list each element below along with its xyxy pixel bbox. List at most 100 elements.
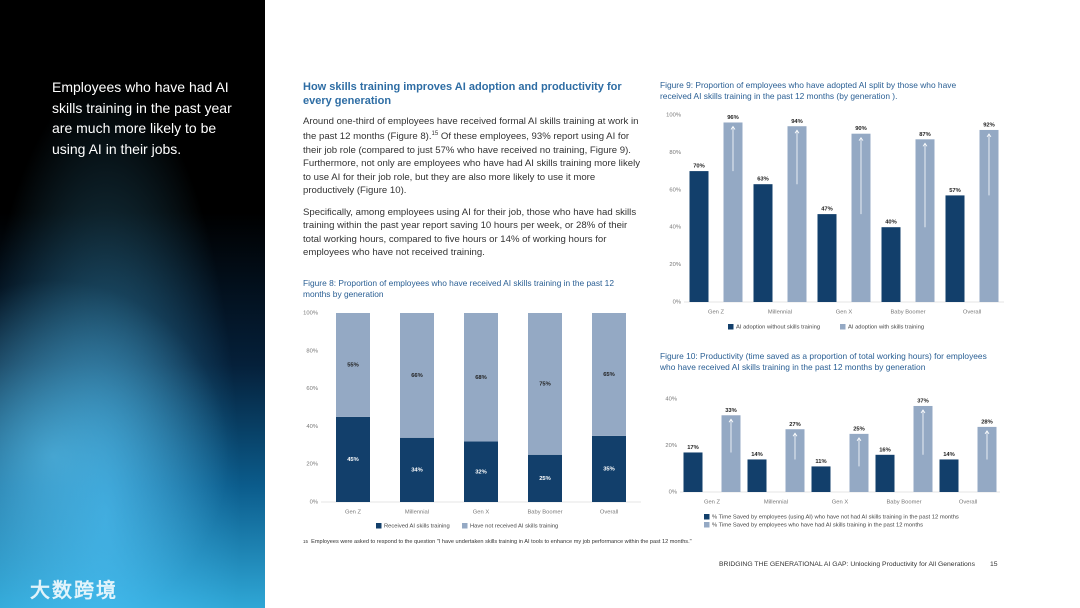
arrowhead	[794, 129, 800, 134]
data-label: 28%	[981, 419, 993, 425]
x-tick-label: Millennial	[764, 500, 788, 506]
data-label: 34%	[411, 467, 423, 473]
legend-label: AI adoption with skills training	[848, 325, 924, 331]
legend-label: Have not received AI skills training	[470, 524, 558, 530]
data-label: 25%	[539, 476, 551, 482]
x-tick-label: Gen Z	[704, 500, 721, 506]
footnote: 15 Employees were asked to respond to th…	[303, 539, 692, 545]
data-label: 90%	[855, 126, 867, 132]
sidebar-image	[0, 0, 265, 608]
data-label: 14%	[751, 452, 763, 458]
y-tick-label: 40%	[665, 397, 677, 403]
bar	[683, 452, 703, 492]
figure-title: Figure 9: Proportion of employees who ha…	[660, 80, 957, 101]
paragraph: Specifically, among employees using AI f…	[303, 207, 637, 259]
arrowhead	[856, 437, 862, 442]
sidebar-headline: Employees who have had AI skills trainin…	[52, 79, 232, 157]
arrowhead	[730, 125, 736, 130]
bar	[689, 171, 709, 302]
paragraph: Around one-third of employees have recei…	[303, 115, 645, 198]
bar	[721, 415, 741, 492]
bar-segment	[336, 416, 370, 502]
data-label: 14%	[943, 452, 955, 458]
y-tick-label: 80%	[669, 150, 681, 156]
data-label: 66%	[411, 373, 423, 379]
y-tick-label: 20%	[665, 443, 677, 449]
legend-swatch	[462, 523, 468, 529]
bar	[881, 227, 901, 302]
x-tick-label: Gen X	[832, 500, 849, 506]
section-heading: How skills training improves AI adoption…	[303, 81, 622, 107]
arrowhead	[920, 409, 926, 414]
bar-segment	[464, 313, 498, 442]
arrowhead	[728, 418, 734, 423]
bar	[747, 459, 767, 492]
data-label: 25%	[853, 426, 865, 432]
data-label: 92%	[983, 122, 995, 128]
bar-segment	[336, 313, 370, 417]
y-tick-label: 0%	[673, 300, 681, 306]
legend-swatch	[840, 324, 846, 330]
y-tick-label: 20%	[306, 462, 318, 468]
footnote-number: 15	[303, 539, 309, 544]
figure-title: Figure 10: Productivity (time saved as a…	[660, 351, 987, 372]
x-tick-label: Millennial	[405, 510, 429, 516]
bar-segment	[464, 441, 498, 502]
data-label: 17%	[687, 445, 699, 451]
text: Of these employees, 93% report using AI …	[303, 131, 641, 197]
y-tick-label: 60%	[669, 187, 681, 193]
data-label: 35%	[603, 466, 615, 472]
x-tick-label: Baby Boomer	[890, 310, 925, 316]
data-label: 63%	[757, 177, 769, 183]
y-tick-label: 0%	[669, 490, 677, 496]
page-number: 15	[990, 561, 998, 568]
arrowhead	[984, 430, 990, 435]
y-tick-label: 100%	[303, 311, 318, 317]
data-label: 70%	[693, 164, 705, 170]
bar	[945, 195, 965, 302]
bar-segment	[592, 435, 626, 502]
bar	[723, 122, 743, 302]
bar-segment	[400, 437, 434, 502]
data-label: 40%	[885, 220, 897, 226]
arrowhead	[792, 432, 798, 437]
data-label: 55%	[347, 363, 359, 369]
x-tick-label: Gen X	[473, 510, 490, 516]
arrowhead	[922, 142, 928, 147]
bar	[811, 466, 831, 492]
text: Around one-third of employees have recei…	[303, 116, 639, 143]
bar-segment	[400, 313, 434, 438]
bar	[875, 454, 895, 492]
data-label: 57%	[949, 188, 961, 194]
legend-swatch	[728, 324, 734, 330]
bar	[979, 129, 999, 302]
data-label: 94%	[791, 119, 803, 125]
bar-segment	[528, 454, 562, 502]
bar-segment	[528, 313, 562, 455]
x-tick-label: Baby Boomer	[527, 510, 562, 516]
legend-label: % Time Saved by employees (using AI) who…	[712, 515, 959, 521]
y-tick-label: 0%	[310, 500, 318, 506]
data-label: 87%	[919, 132, 931, 138]
legend-label: AI adoption without skills training	[736, 325, 820, 331]
data-label: 27%	[789, 422, 801, 428]
data-label: 65%	[603, 372, 615, 378]
watermark: 大数跨境	[30, 580, 118, 602]
data-label: 16%	[879, 447, 891, 453]
bar-segment	[592, 313, 626, 436]
footnote-ref: 15	[431, 131, 439, 138]
data-label: 11%	[815, 459, 826, 465]
footer-title: BRIDGING THE GENERATIONAL AI GAP: Unlock…	[719, 561, 975, 568]
bar	[851, 133, 871, 302]
figure-title: Figure 8: Proportion of employees who ha…	[303, 278, 614, 299]
y-tick-label: 80%	[306, 348, 318, 354]
x-tick-label: Gen Z	[345, 510, 362, 516]
bar	[753, 184, 773, 302]
data-label: 32%	[475, 469, 487, 475]
bar	[785, 429, 805, 492]
x-tick-label: Overall	[959, 500, 977, 506]
legend-label: % Time Saved by employees who have had A…	[712, 523, 923, 529]
data-label: 37%	[917, 399, 929, 405]
